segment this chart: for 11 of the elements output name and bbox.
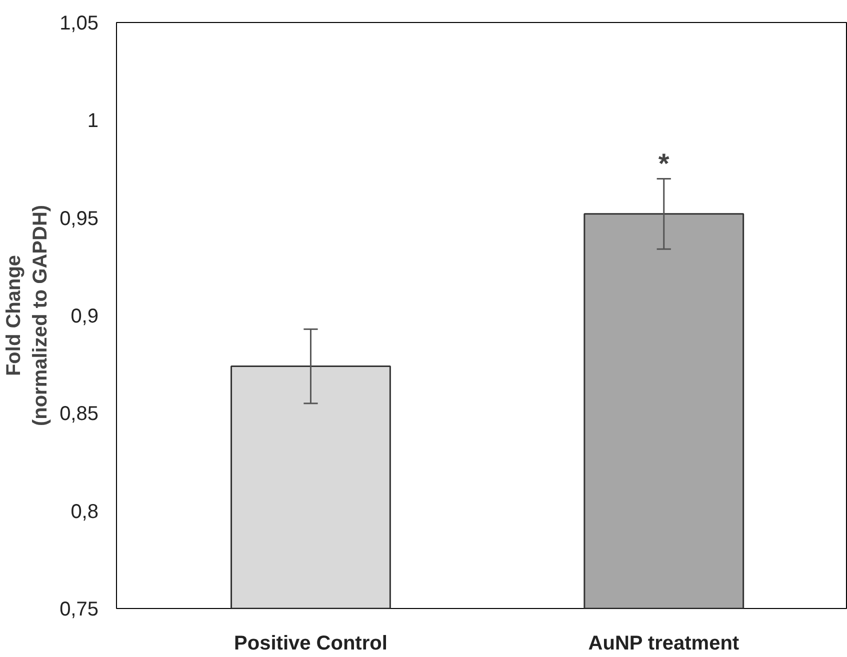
y-tick-label: 1 bbox=[87, 110, 98, 132]
annotation: * bbox=[658, 148, 670, 179]
y-tick-label: 0,75 bbox=[60, 598, 99, 620]
x-tick-label: AuNP treatment bbox=[588, 632, 740, 654]
y-tick-label: 0,85 bbox=[60, 403, 99, 426]
y-tick-label: 1,05 bbox=[60, 12, 99, 34]
y-axis-title: Fold Change (normalized to GAPDH) bbox=[3, 204, 52, 426]
y-tick-label: 0,95 bbox=[60, 208, 99, 230]
y-tick-label: 0,8 bbox=[70, 500, 99, 523]
y-tick-label: 0,9 bbox=[70, 306, 99, 328]
x-tick-label: Positive Control bbox=[234, 632, 388, 654]
